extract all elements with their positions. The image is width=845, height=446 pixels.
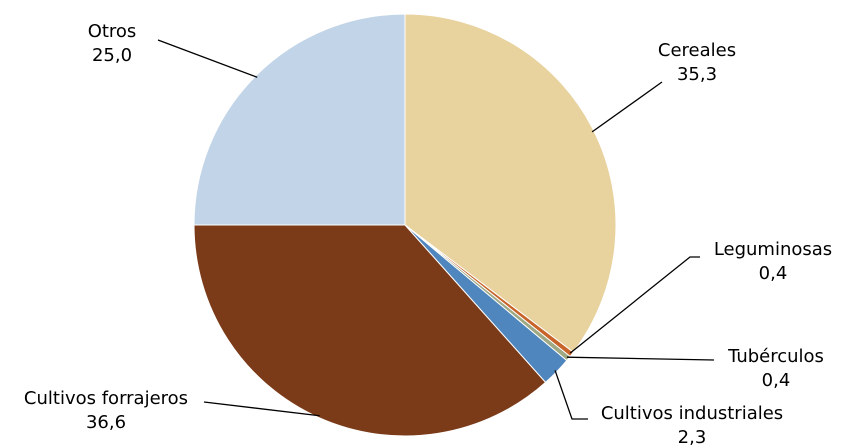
label-leguminosas-value: 0,4 — [759, 263, 788, 284]
leader-lines — [157, 39, 715, 420]
label-forrajeros-name: Cultivos forrajeros — [24, 388, 188, 409]
label-tuberculos-value: 0,4 — [762, 370, 791, 391]
label-otros-value: 25,0 — [92, 45, 132, 66]
label-forrajeros-value: 36,6 — [86, 412, 126, 433]
leader-forrajeros — [203, 401, 320, 417]
leader-cereales — [591, 81, 663, 133]
leader-otros — [157, 39, 258, 78]
label-industriales-value: 2,3 — [678, 427, 707, 446]
label-leguminosas-name: Leguminosas — [714, 239, 832, 260]
label-industriales-name: Cultivos industriales — [601, 403, 783, 424]
label-otros-name: Otros — [88, 21, 137, 42]
leader-tuberculos — [566, 356, 715, 361]
pie-slice-cultivos-forrajeros — [193, 224, 547, 437]
label-cereales-value: 35,3 — [677, 64, 717, 85]
label-cereales-name: Cereales — [658, 40, 736, 61]
pie-slice-otros — [193, 13, 406, 226]
leader-leguminosas — [569, 256, 700, 354]
pie-slices — [193, 13, 617, 437]
label-tuberculos-name: Tubérculos — [727, 346, 824, 367]
leader-industriales — [554, 370, 588, 420]
